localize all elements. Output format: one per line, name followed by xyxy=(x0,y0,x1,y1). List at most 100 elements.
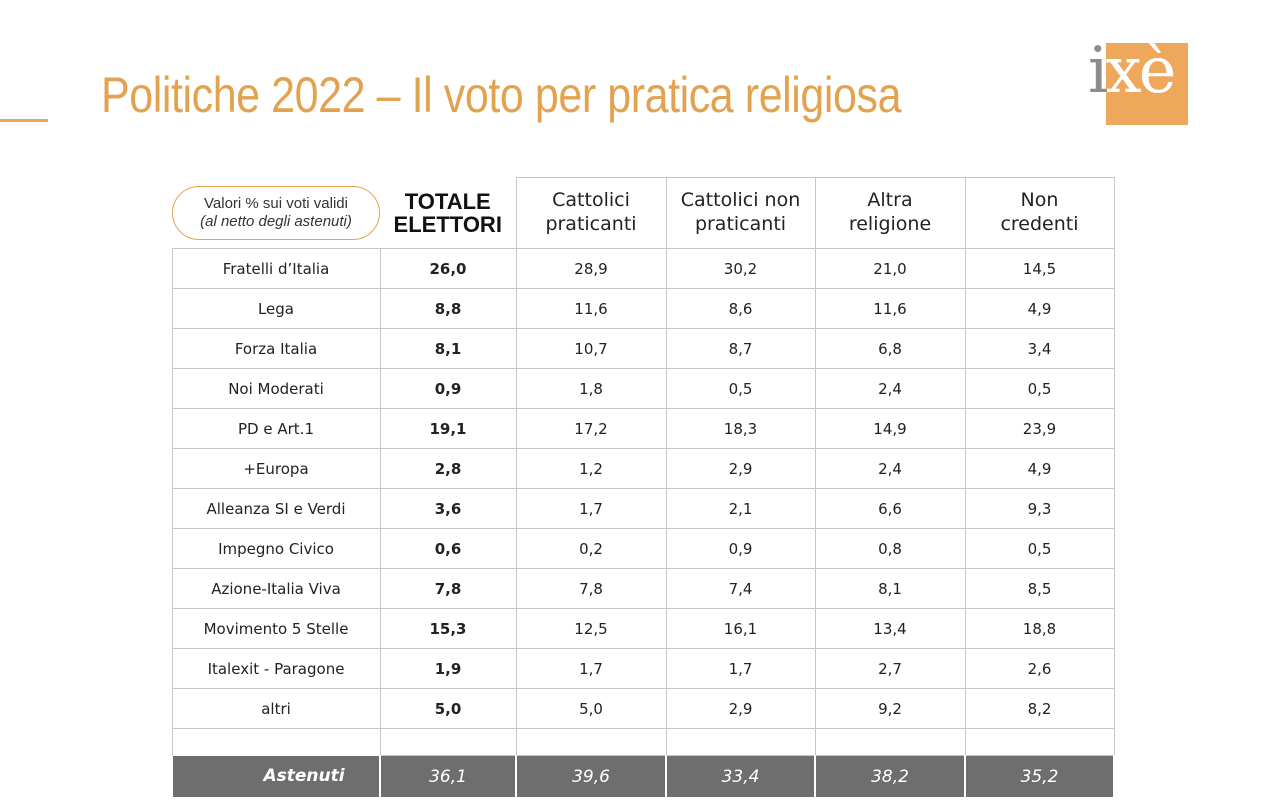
table-row: PD e Art.1 19,1 17,2 18,3 14,9 23,9 xyxy=(171,408,1115,449)
title-accent-line xyxy=(0,119,48,122)
table-row: Forza Italia 8,1 10,7 8,7 6,8 3,4 xyxy=(171,328,1115,369)
total-value: 3,6 xyxy=(379,488,517,529)
logo-background xyxy=(1106,43,1188,125)
party-name: Movimento 5 Stelle xyxy=(171,608,381,649)
caption-cell: Valori % sui voti validi (al netto degli… xyxy=(172,178,380,249)
total-value: 26,0 xyxy=(379,248,517,289)
caption-pill: Valori % sui voti validi (al netto degli… xyxy=(172,185,380,240)
segment-value: 23,9 xyxy=(964,408,1115,449)
segment-value: 2,9 xyxy=(665,448,816,489)
segment-value: 1,2 xyxy=(515,448,667,489)
party-name: Noi Moderati xyxy=(171,368,381,409)
total-value: 0,9 xyxy=(379,368,517,409)
caption-line1: Valori % sui voti validi xyxy=(204,194,348,212)
segment-value: 8,6 xyxy=(665,288,816,329)
segment-value: 1,8 xyxy=(515,368,667,409)
segment-value: 3,4 xyxy=(964,328,1115,369)
segment-value: 14,9 xyxy=(814,408,966,449)
table-row: +Europa 2,8 1,2 2,9 2,4 4,9 xyxy=(171,448,1115,489)
segment-value: 5,0 xyxy=(515,688,667,729)
segment-value: 7,4 xyxy=(665,568,816,609)
segment-value: 0,5 xyxy=(964,528,1115,569)
segment-value: 30,2 xyxy=(665,248,816,289)
segment-value: 2,1 xyxy=(665,488,816,529)
header-cattolici-praticanti: Cattolici praticanti xyxy=(515,177,667,249)
segment-value: 0,2 xyxy=(515,528,667,569)
segment-value: 2,9 xyxy=(665,688,816,729)
spacer-row xyxy=(171,728,1115,756)
segment-value: 18,3 xyxy=(665,408,816,449)
segment-value: 2,6 xyxy=(964,648,1115,689)
header-row: Valori % sui voti validi (al netto degli… xyxy=(172,177,1115,249)
segment-value: 6,6 xyxy=(814,488,966,529)
segment-value: 18,8 xyxy=(964,608,1115,649)
ixe-logo: ixè xyxy=(1086,39,1188,125)
total-value: 1,9 xyxy=(379,648,517,689)
total-value: 8,8 xyxy=(379,288,517,329)
party-name: Alleanza SI e Verdi xyxy=(171,488,381,529)
table-row: Fratelli d’Italia 26,0 28,9 30,2 21,0 14,5 xyxy=(171,248,1115,289)
segment-value: 7,8 xyxy=(515,568,667,609)
table-row: altri 5,0 5,0 2,9 9,2 8,2 xyxy=(171,688,1115,729)
segment-value: 8,5 xyxy=(964,568,1115,609)
table-row: Impegno Civico 0,6 0,2 0,9 0,8 0,5 xyxy=(171,528,1115,569)
segment-value: 9,3 xyxy=(964,488,1115,529)
spacer-cell xyxy=(814,728,966,756)
segment-value: 12,5 xyxy=(515,608,667,649)
segment-value: 2,4 xyxy=(814,448,966,489)
segment-value: 8,2 xyxy=(964,688,1115,729)
segment-value: 28,9 xyxy=(515,248,667,289)
segment-value: 14,5 xyxy=(964,248,1115,289)
spacer-cell xyxy=(171,728,381,756)
segment-value: 0,9 xyxy=(665,528,816,569)
segment-value: 11,6 xyxy=(515,288,667,329)
table-row: Lega 8,8 11,6 8,6 11,6 4,9 xyxy=(171,288,1115,329)
segment-value: 4,9 xyxy=(964,448,1115,489)
segment-value: 1,7 xyxy=(515,488,667,529)
party-name: Lega xyxy=(171,288,381,329)
total-value: 19,1 xyxy=(379,408,517,449)
segment-value: 4,9 xyxy=(964,288,1115,329)
party-name: Italexit - Paragone xyxy=(171,648,381,689)
segment-value: 2,7 xyxy=(814,648,966,689)
party-name: Forza Italia xyxy=(171,328,381,369)
abstained-value: 38,2 xyxy=(814,755,966,797)
table-row: Azione-Italia Viva 7,8 7,8 7,4 8,1 8,5 xyxy=(171,568,1115,609)
segment-value: 0,8 xyxy=(814,528,966,569)
segment-value: 0,5 xyxy=(665,368,816,409)
total-value: 0,6 xyxy=(379,528,517,569)
segment-value: 0,5 xyxy=(964,368,1115,409)
segment-value: 6,8 xyxy=(814,328,966,369)
abstained-value: 35,2 xyxy=(964,755,1115,797)
spacer-cell xyxy=(379,728,517,756)
segment-value: 10,7 xyxy=(515,328,667,369)
total-value: 15,3 xyxy=(379,608,517,649)
results-table: Valori % sui voti validi (al netto degli… xyxy=(171,177,1115,797)
spacer-cell xyxy=(515,728,667,756)
header-non-credenti: Non credenti xyxy=(964,177,1115,249)
segment-value: 17,2 xyxy=(515,408,667,449)
party-name: PD e Art.1 xyxy=(171,408,381,449)
spacer-cell xyxy=(665,728,816,756)
segment-value: 11,6 xyxy=(814,288,966,329)
segment-value: 2,4 xyxy=(814,368,966,409)
party-name: altri xyxy=(171,688,381,729)
total-value: 5,0 xyxy=(379,688,517,729)
header-cattolici-non-praticanti: Cattolici non praticanti xyxy=(665,177,816,249)
party-name: +Europa xyxy=(171,448,381,489)
table-row: Alleanza SI e Verdi 3,6 1,7 2,1 6,6 9,3 xyxy=(171,488,1115,529)
table-row: Noi Moderati 0,9 1,8 0,5 2,4 0,5 xyxy=(171,368,1115,409)
logo-text: ixè xyxy=(1088,34,1176,108)
party-name: Impegno Civico xyxy=(171,528,381,569)
table-row: Movimento 5 Stelle 15,3 12,5 16,1 13,4 18,8 xyxy=(171,608,1115,649)
segment-value: 8,7 xyxy=(665,328,816,369)
page-title: Politiche 2022 – Il voto per pratica rel… xyxy=(101,67,902,123)
abstained-total: 36,1 xyxy=(379,755,517,797)
header-altra-religione: Altra religione xyxy=(814,177,966,249)
abstained-row: Astenuti 36,1 39,6 33,4 38,2 35,2 xyxy=(171,755,1115,797)
segment-value: 13,4 xyxy=(814,608,966,649)
party-name: Fratelli d’Italia xyxy=(171,248,381,289)
abstained-value: 39,6 xyxy=(515,755,667,797)
header-total: TOTALE ELETTORI xyxy=(380,177,517,249)
segment-value: 8,1 xyxy=(814,568,966,609)
